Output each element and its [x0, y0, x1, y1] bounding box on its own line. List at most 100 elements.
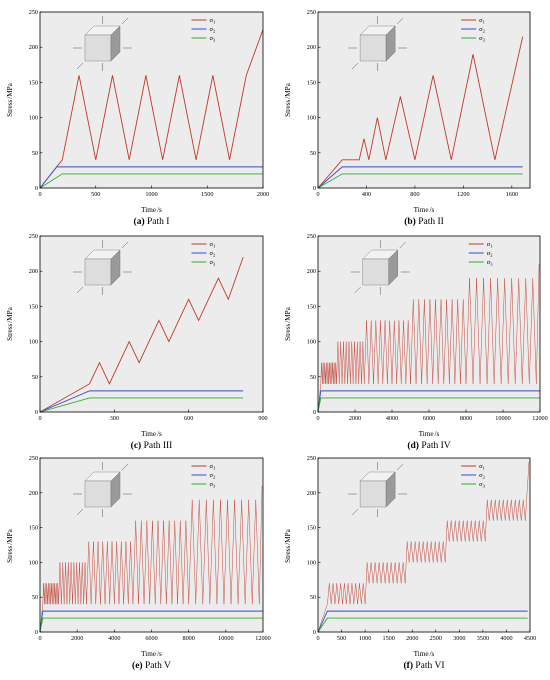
x-tick-label: 500 — [91, 191, 100, 198]
x-tick-label: 0 — [316, 191, 319, 198]
x-tick-label: 0 — [38, 415, 41, 422]
y-tick-label: 0 — [313, 409, 316, 416]
x-axis-label: Time/s — [414, 650, 435, 658]
y-tick-label: 50 — [32, 150, 38, 157]
y-tick-label: 150 — [29, 303, 38, 310]
y-tick-label: 50 — [310, 374, 316, 381]
x-tick-label: 8000 — [182, 635, 194, 642]
legend-label: σ3 — [479, 481, 486, 489]
y-tick-label: 250 — [307, 9, 316, 16]
legend-label: σ1 — [479, 17, 485, 25]
y-tick-label: 100 — [307, 559, 316, 566]
x-tick-label: 800 — [410, 191, 419, 198]
legend-label: σ1 — [209, 241, 215, 249]
series-line-s3 — [317, 397, 540, 413]
x-tick-label: 1000 — [359, 635, 371, 642]
x-tick-label: 0 — [316, 635, 319, 642]
x-tick-label: 10000 — [495, 415, 510, 422]
legend-label: σ2 — [209, 472, 215, 480]
y-axis-label: Stress/MPa — [284, 306, 292, 341]
legend-label: σ3 — [479, 35, 486, 43]
y-tick-label: 150 — [307, 303, 316, 310]
axes-frame — [317, 11, 531, 189]
plot-area — [318, 458, 530, 632]
axes-frame — [39, 235, 264, 413]
x-tick-label: 2000 — [71, 635, 83, 642]
series-line-s2 — [39, 166, 263, 189]
cube-front-face — [359, 34, 387, 62]
x-axis-label: Time/s — [414, 206, 435, 214]
x-tick-label: 3500 — [477, 635, 489, 642]
x-tick-label: 0 — [38, 191, 41, 198]
x-tick-label: 4500 — [524, 635, 536, 642]
x-tick-label: 2000 — [257, 191, 269, 198]
chart-panel: 0 2000 4000 6000 8000 10000 12000 0 50 100 150 200 2… — [6, 455, 271, 671]
x-tick-label: 4000 — [500, 635, 512, 642]
load-arrow-icon — [399, 241, 406, 249]
legend-label: σ1 — [487, 241, 493, 249]
series-line-s1 — [317, 36, 524, 189]
y-tick-label: 200 — [307, 44, 316, 51]
load-arrow-icon — [76, 62, 84, 70]
panel-caption: (d) Path IV — [407, 440, 450, 451]
load-arrow-icon — [121, 463, 129, 471]
y-axis-label: Stress/MPa — [6, 82, 14, 117]
load-arrow-icon — [354, 286, 361, 294]
series-line-s3 — [317, 617, 528, 633]
y-tick-label: 50 — [310, 150, 316, 157]
cube-front-face — [362, 258, 389, 286]
series-line-s3 — [39, 397, 244, 413]
y-tick-label: 150 — [29, 525, 38, 532]
y-tick-label: 250 — [307, 455, 316, 462]
y-tick-label: 150 — [307, 79, 316, 86]
x-tick-label: 3000 — [453, 635, 465, 642]
x-axis-label: Time/s — [141, 650, 162, 658]
y-tick-label: 100 — [29, 559, 38, 566]
x-tick-label: 1500 — [201, 191, 213, 198]
y-tick-label: 100 — [29, 339, 38, 346]
chart-panel: 0 2000 4000 6000 8000 10000 12000 0 50 100 150 200 2… — [284, 233, 548, 451]
x-tick-label: 0 — [38, 635, 41, 642]
x-axis-label: Time/s — [419, 430, 440, 438]
x-tick-label: 1200 — [457, 191, 469, 198]
cube-side-face — [110, 471, 121, 508]
y-tick-label: 100 — [307, 339, 316, 346]
y-tick-label: 200 — [307, 490, 316, 497]
cube-front-face — [84, 258, 112, 286]
x-tick-label: 4000 — [108, 635, 120, 642]
plot-area — [318, 12, 530, 188]
legend-label: σ2 — [209, 250, 215, 258]
y-tick-label: 250 — [29, 9, 38, 16]
series-line-s2 — [317, 610, 528, 633]
chart-panel: 0 400 800 1200 1600 0 50 100 150 200 250 Time/s Stre… — [284, 9, 531, 227]
legend-label: σ3 — [209, 481, 216, 489]
legend-label: σ2 — [209, 26, 215, 34]
panel-caption: (a) Path I — [134, 216, 170, 227]
x-tick-label: 1000 — [145, 191, 157, 198]
series-line-s2 — [317, 166, 523, 189]
series-line-s3 — [317, 173, 523, 189]
y-tick-label: 50 — [32, 594, 38, 601]
series-line-s3 — [39, 617, 263, 633]
load-arrow-icon — [76, 286, 84, 294]
x-tick-label: 0 — [316, 415, 319, 422]
series-line-s1 — [39, 485, 263, 633]
chart-panel: 0 500 1000 1500 2000 0 50 100 150 200 250 Time/s Str… — [6, 9, 269, 227]
cube-front-face — [84, 480, 112, 508]
cube-front-face — [84, 34, 112, 62]
x-tick-label: 500 — [337, 635, 346, 642]
load-arrow-icon — [396, 463, 404, 471]
legend-label: σ2 — [479, 26, 485, 34]
legend-label: σ1 — [479, 463, 485, 471]
y-tick-label: 0 — [35, 409, 38, 416]
y-tick-label: 250 — [29, 455, 38, 462]
axes-frame — [317, 457, 531, 633]
load-arrow-icon — [76, 508, 84, 516]
series-line-s2 — [39, 390, 244, 413]
load-arrow-icon — [351, 62, 359, 70]
x-tick-label: 1600 — [506, 191, 518, 198]
plot-area — [40, 12, 263, 188]
load-arrow-icon — [121, 241, 129, 249]
y-axis-label: Stress/MPa — [284, 82, 292, 117]
